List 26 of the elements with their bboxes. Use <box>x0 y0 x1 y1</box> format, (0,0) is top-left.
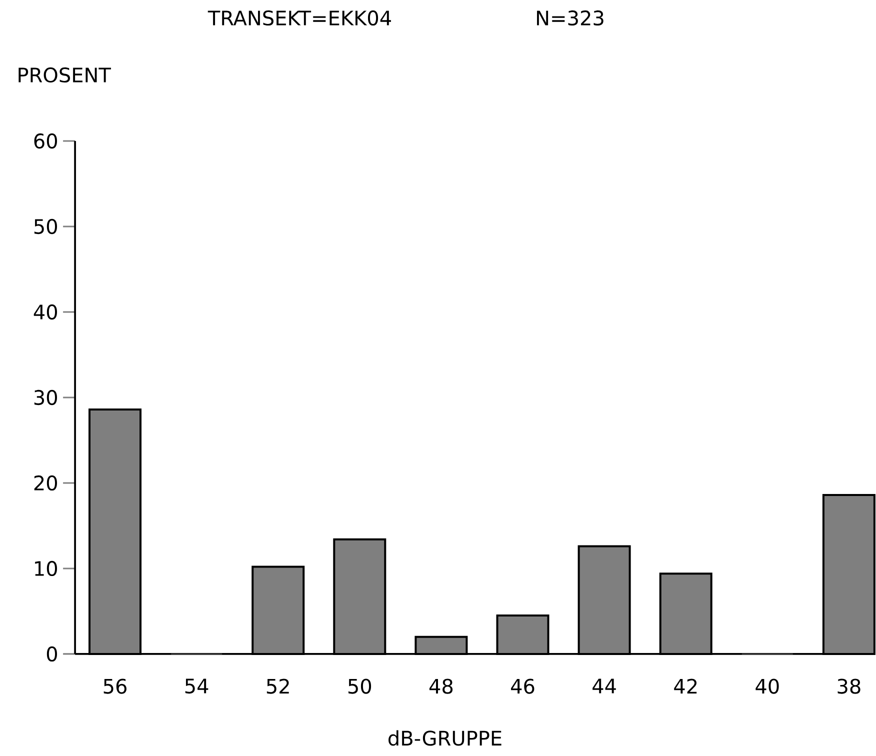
bar <box>496 614 550 655</box>
bar <box>578 545 631 655</box>
bar <box>659 572 712 655</box>
y-tick-label: 50 <box>34 218 57 234</box>
bar <box>252 566 305 655</box>
y-tick-label: 10 <box>35 560 57 576</box>
y-tick-label: 60 <box>34 133 57 149</box>
x-tick-label: 44 <box>592 678 616 694</box>
y-tick-label: 20 <box>34 475 57 491</box>
y-axis-title: PROSENT <box>18 67 111 83</box>
x-axis-title: dB-GRUPPE <box>388 730 502 746</box>
x-tick-label: 50 <box>348 678 372 694</box>
x-tick-label: 54 <box>185 678 208 694</box>
x-tick-label: 48 <box>429 678 453 694</box>
x-tick-label: 40 <box>756 678 779 694</box>
chart-title: TRANSEKT=EKK04 <box>208 10 391 26</box>
x-tick-label: 56 <box>104 678 126 694</box>
x-tick-label: 46 <box>511 678 534 694</box>
x-tick-label: 52 <box>266 678 289 694</box>
y-tick-label: 40 <box>34 304 57 320</box>
bar <box>333 538 386 655</box>
y-tick-label: 0 <box>46 646 58 662</box>
y-tick-label: 30 <box>34 390 57 406</box>
x-tick-label: 42 <box>674 678 697 694</box>
x-tick-label: 38 <box>838 678 860 694</box>
chart-subtitle: N=323 <box>537 10 604 26</box>
